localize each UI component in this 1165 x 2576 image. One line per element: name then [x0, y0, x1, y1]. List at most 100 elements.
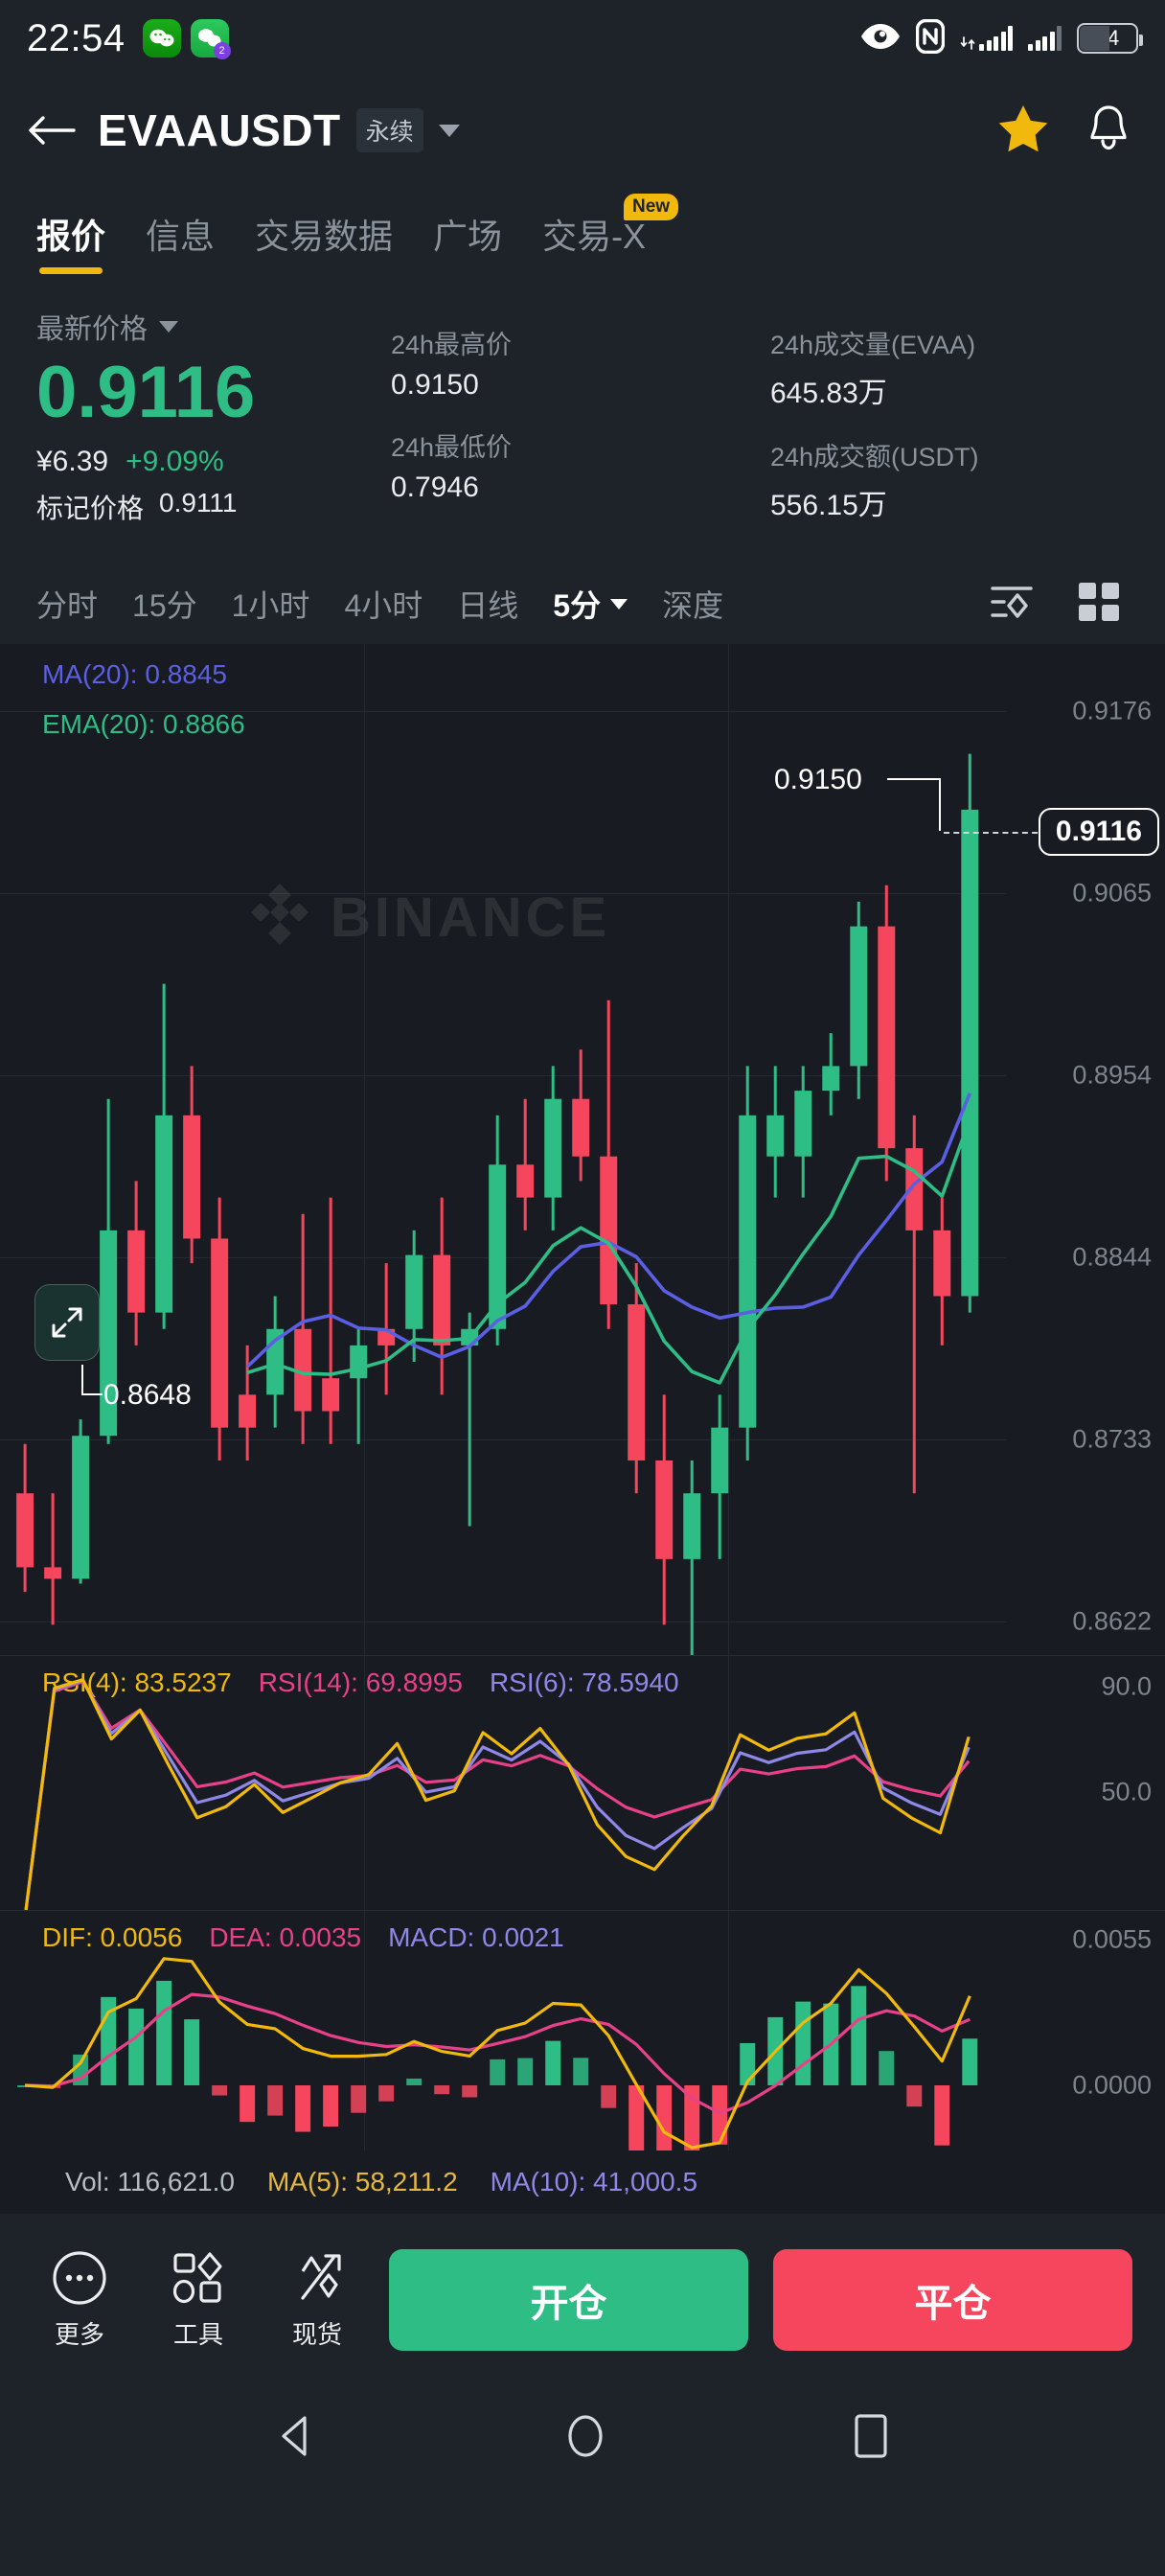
timeframe-bar: 分时 15分 1小时 4小时 日线 5分 深度 [0, 564, 1165, 644]
timeframe-5m[interactable]: 5分 [553, 582, 628, 626]
volume-ma10: MA(10): 41,000.5 [490, 2167, 698, 2196]
macd-legend: DIF: 0.0056 DEA: 0.0035 MACD: 0.0021 [42, 1922, 564, 1953]
recents-square-icon[interactable] [855, 2413, 887, 2463]
fiat-price: ¥6.39 [36, 446, 109, 478]
symbol-title[interactable]: EVAAUSDT [98, 105, 341, 155]
watermark-text: BINANCE [331, 886, 611, 949]
action-bar: 更多 工具 现货 开仓 平仓 [0, 2214, 1165, 2386]
signal-icon [960, 26, 1013, 51]
notification-bell-icon[interactable] [1086, 104, 1131, 158]
axis-tick: 0.8954 [1072, 1060, 1152, 1090]
dea-legend: DEA: 0.0035 [209, 1922, 362, 1952]
stat-value: 0.7946 [391, 472, 479, 503]
macd-axis-tick: 0.0000 [1072, 2070, 1152, 2100]
timeframe-4h[interactable]: 4小时 [344, 588, 423, 623]
chevron-down-icon [610, 598, 628, 610]
spot-swap-icon [301, 2253, 341, 2300]
open-position-button[interactable]: 开仓 [389, 2249, 748, 2351]
more-button[interactable]: 更多 [33, 2250, 126, 2351]
price-secondary: ¥6.39 +9.09% [36, 446, 391, 478]
tab-trade-data[interactable]: 交易数据 [255, 217, 394, 256]
price-change-percent: +9.09% [126, 446, 224, 478]
eye-icon [860, 23, 901, 55]
chart-tool-icons [989, 581, 1129, 628]
header-actions [998, 104, 1140, 158]
timeframe-1h[interactable]: 1小时 [231, 588, 310, 623]
page-header: EVAAUSDT 永续 [0, 77, 1165, 184]
stat-label: 24h成交额(USDT) [770, 443, 979, 472]
rsi-series [24, 1678, 971, 1910]
period-low-annotation: 0.8648 [103, 1379, 192, 1411]
price-type-selector[interactable]: 最新价格 [36, 307, 391, 347]
status-right-icons: 54 [860, 18, 1143, 58]
home-circle-icon[interactable] [566, 2414, 605, 2463]
ma-overlay-legend: MA(20): 0.8845 [42, 659, 227, 689]
wechat-messages-icon: 2 [190, 19, 231, 59]
status-bar: 22:54 2 54 [0, 0, 1165, 77]
axis-tick: 0.9065 [1072, 878, 1152, 908]
tab-quote[interactable]: 报价 [36, 209, 105, 280]
macd-panel[interactable]: DIF: 0.0056 DEA: 0.0035 MACD: 0.0021 0.0… [0, 1911, 1165, 2150]
period-high-annotation: 0.9150 [774, 764, 862, 795]
signal-icon [1028, 26, 1062, 51]
back-button[interactable] [25, 104, 79, 157]
macd-axis-tick: 0.0055 [1072, 1924, 1152, 1954]
more-dots-icon [53, 2250, 106, 2305]
wechat-icon [142, 19, 181, 58]
indicator-settings-icon[interactable] [989, 581, 1035, 628]
mark-price-label: 标记价格 [36, 494, 145, 524]
fullscreen-expand-button[interactable] [34, 1284, 100, 1361]
tab-info[interactable]: 信息 [146, 217, 216, 256]
candle-series [16, 753, 979, 1655]
layout-grid-icon[interactable] [1077, 581, 1121, 628]
stat-label: 24h成交量(EVAA) [770, 331, 976, 359]
current-price-tag: 0.9116 [1038, 808, 1159, 856]
rsi-axis-tick: 90.0 [1101, 1671, 1152, 1701]
stats-column-right: 24h成交量(EVAA) 645.83万 24h成交额(USDT) 556.15… [749, 324, 1129, 548]
price-summary: 最新价格 0.9116 ¥6.39 +9.09% 标记价格 0.9111 24h… [0, 280, 1165, 564]
back-triangle-icon[interactable] [278, 2415, 316, 2462]
timeframe-15m[interactable]: 15分 [132, 588, 197, 623]
mark-price-value: 0.9111 [159, 488, 238, 518]
rsi6-legend: RSI(6): 78.5940 [489, 1668, 679, 1697]
stat-value: 556.15万 [770, 490, 887, 521]
favorite-star-icon[interactable] [998, 104, 1048, 157]
stat-label: 24h最高价 [391, 331, 513, 359]
rsi14-legend: RSI(14): 69.8995 [258, 1668, 463, 1697]
stat-label: 24h最低价 [391, 433, 513, 462]
battery-icon: 54 [1077, 23, 1143, 54]
timeframe-timeline[interactable]: 分时 [36, 588, 99, 623]
tab-trade-x[interactable]: 交易-X New [542, 194, 679, 280]
stat-value: 645.83万 [770, 378, 887, 409]
mark-price-row: 标记价格 0.9111 [36, 488, 391, 526]
wechat-unread-badge: 2 [213, 42, 231, 59]
tab-square[interactable]: 广场 [433, 217, 503, 256]
close-position-button[interactable]: 平仓 [773, 2249, 1132, 2351]
chevron-down-icon[interactable] [438, 124, 460, 137]
timeframe-1d[interactable]: 日线 [457, 588, 519, 623]
macd-legend-value: MACD: 0.0021 [388, 1922, 564, 1952]
tools-button[interactable]: 工具 [151, 2250, 245, 2351]
timeframe-depth[interactable]: 深度 [662, 588, 724, 623]
new-badge: New [624, 194, 679, 220]
volume-value: Vol: 116,621.0 [65, 2167, 235, 2196]
price-main: 最新价格 0.9116 ¥6.39 +9.09% 标记价格 0.9111 [36, 307, 391, 548]
spot-button[interactable]: 现货 [270, 2250, 364, 2351]
candlestick-chart[interactable]: BINANCE MA(20): 0.8845 EMA(20): 0.8866 0… [0, 644, 1165, 1655]
stat-value: 0.9150 [391, 369, 479, 401]
axis-tick: 0.8622 [1072, 1606, 1152, 1636]
dif-legend: DIF: 0.0056 [42, 1922, 183, 1952]
rsi-panel[interactable]: RSI(4): 83.5237 RSI(14): 69.8995 RSI(6):… [0, 1656, 1165, 1910]
axis-tick: 0.9176 [1072, 696, 1152, 725]
tools-shapes-icon [172, 2251, 222, 2303]
axis-tick: 0.8844 [1072, 1242, 1152, 1272]
last-price: 0.9116 [36, 352, 256, 433]
market-stats: 24h最高价 0.9150 24h最低价 0.7946 24h成交量(EVAA)… [391, 307, 1129, 548]
macd-series [17, 1957, 978, 2150]
status-app-icons: 2 [142, 19, 231, 59]
system-nav-bar [0, 2386, 1165, 2490]
rsi-axis-tick: 50.0 [1101, 1777, 1152, 1806]
price-axis: 0.9176 0.9065 0.8954 0.8844 0.8733 0.862… [1006, 644, 1165, 1655]
current-price-dash [944, 832, 1116, 834]
